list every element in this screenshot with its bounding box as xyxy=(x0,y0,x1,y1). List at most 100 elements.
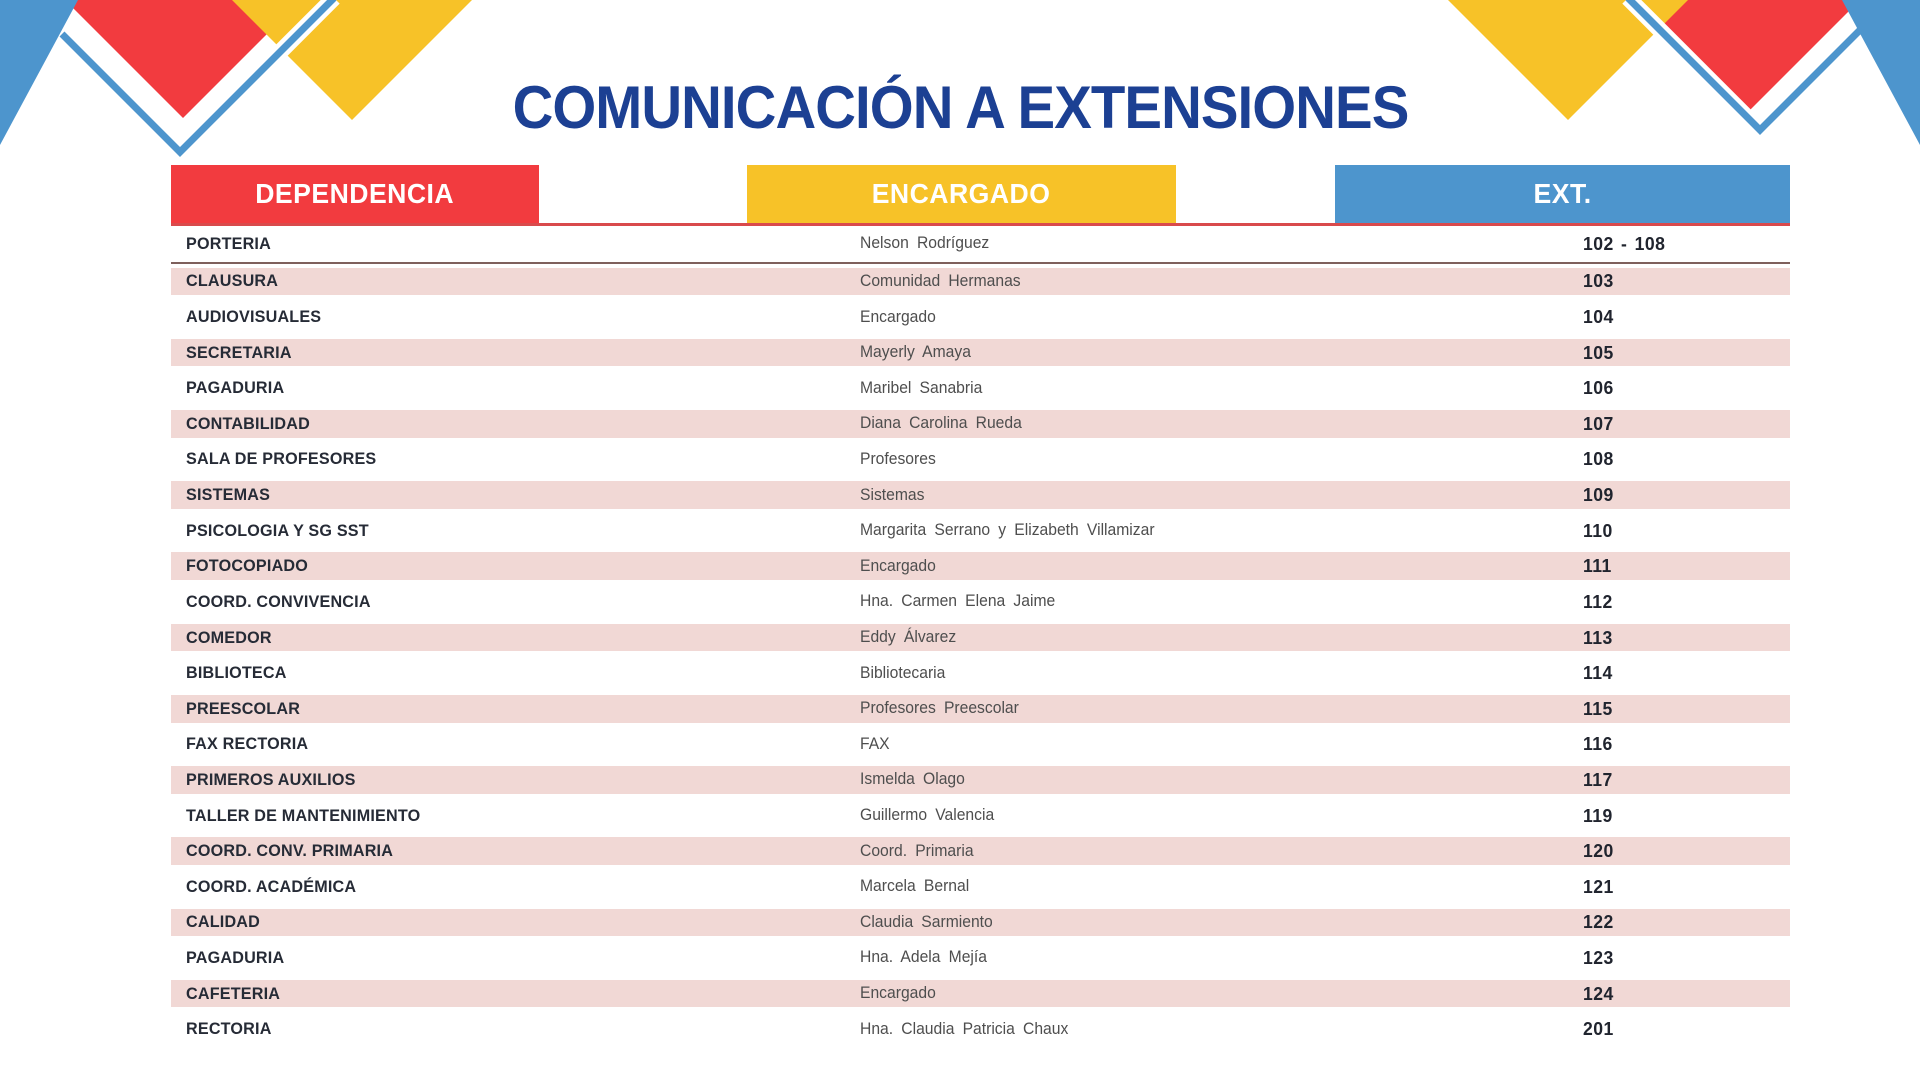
table-row: AUDIOVISUALES Encargado 104 xyxy=(171,299,1790,335)
dependencia-cell: RECTORIA xyxy=(186,1019,272,1039)
column-header-encargado-label: ENCARGADO xyxy=(872,178,1051,209)
encargado-cell: Diana Carolina Rueda xyxy=(860,414,1022,433)
table-row: COORD. CONVIVENCIA Hna. Carmen Elena Jaim… xyxy=(171,584,1790,620)
encargado-cell: Encargado xyxy=(860,307,936,326)
column-header-ext: EXT. xyxy=(1335,165,1790,223)
column-header-dependencia: DEPENDENCIA xyxy=(171,165,539,223)
dependencia-cell: SISTEMAS xyxy=(186,485,271,505)
extension-cell: 107 xyxy=(1583,412,1614,434)
encargado-cell: Encargado xyxy=(860,984,936,1003)
encargado-cell: Guillermo Valencia xyxy=(860,806,995,825)
encargado-cell: Comunidad Hermanas xyxy=(860,271,1021,290)
encargado-cell: Mayerly Amaya xyxy=(860,343,971,362)
extension-cell: 111 xyxy=(1583,555,1612,577)
extension-cell: 122 xyxy=(1583,911,1614,933)
encargado-cell: Marcela Bernal xyxy=(860,877,970,896)
extension-cell: 116 xyxy=(1583,733,1613,755)
dependencia-cell: BIBLIOTECA xyxy=(186,663,287,683)
dependencia-cell: PAGADURIA xyxy=(186,378,285,398)
column-header-dependencia-label: DEPENDENCIA xyxy=(255,178,455,209)
dependencia-cell: SECRETARIA xyxy=(186,342,292,362)
dependencia-cell: PSICOLOGIA Y SG SST xyxy=(186,520,369,540)
table-row: PAGADURIA Hna. Adela Mejía 123 xyxy=(171,940,1790,976)
dependencia-cell: PREESCOLAR xyxy=(186,698,301,718)
table-row: PORTERIA Nelson Rodríguez 102 - 108 xyxy=(171,226,1790,264)
extension-cell: 123 xyxy=(1583,946,1614,968)
extension-cell: 114 xyxy=(1583,662,1613,684)
dependencia-cell: SALA DE PROFESORES xyxy=(186,449,377,469)
extension-cell: 112 xyxy=(1583,590,1613,612)
dependencia-cell: COORD. ACADÉMICA xyxy=(186,876,357,896)
table-row: CONTABILIDAD Diana Carolina Rueda 107 xyxy=(171,406,1790,442)
table-row: TALLER DE MANTENIMIENTO Guillermo Valenci… xyxy=(171,798,1790,834)
dependencia-cell: PAGADURIA xyxy=(186,947,285,967)
dependencia-cell: FAX RECTORIA xyxy=(186,734,309,754)
dependencia-cell: PORTERIA xyxy=(186,233,271,253)
column-header-encargado: ENCARGADO xyxy=(747,165,1176,223)
dependencia-cell: COORD. CONVIVENCIA xyxy=(186,591,371,611)
dependencia-cell: CLAUSURA xyxy=(186,271,279,291)
table-row: COMEDOR Eddy Álvarez 113 xyxy=(171,620,1790,656)
table-row: PRIMEROS AUXILIOS Ismelda Olago 117 xyxy=(171,762,1790,798)
table-row: FOTOCOPIADO Encargado 111 xyxy=(171,548,1790,584)
page-title: COMUNICACIÓN A EXTENSIONES xyxy=(512,74,1409,141)
extension-cell: 119 xyxy=(1583,804,1613,826)
dependencia-cell: COMEDOR xyxy=(186,627,272,647)
table-row: CLAUSURA Comunidad Hermanas 103 xyxy=(171,264,1790,300)
extension-cell: 108 xyxy=(1583,448,1614,470)
dependencia-cell: CAFETERIA xyxy=(186,983,281,1003)
extension-cell: 106 xyxy=(1583,377,1614,399)
table-row: CAFETERIA Encargado 124 xyxy=(171,976,1790,1012)
table-row: PREESCOLAR Profesores Preescolar 115 xyxy=(171,691,1790,727)
table-row: PAGADURIA Maribel Sanabria 106 xyxy=(171,370,1790,406)
dependencia-cell: PRIMEROS AUXILIOS xyxy=(186,769,356,789)
dependencia-cell: CALIDAD xyxy=(186,912,261,932)
table-row: SALA DE PROFESORES Profesores 108 xyxy=(171,442,1790,478)
extension-cell: 120 xyxy=(1583,840,1614,862)
extension-cell: 103 xyxy=(1583,270,1614,292)
extension-cell: 201 xyxy=(1583,1018,1614,1040)
encargado-cell: FAX xyxy=(860,734,890,753)
encargado-cell: Eddy Álvarez xyxy=(860,628,957,646)
table-row: COORD. CONV. PRIMARIA Coord. Primaria 120 xyxy=(171,833,1790,869)
encargado-cell: Margarita Serrano y Elizabeth Villamizar xyxy=(860,521,1155,540)
column-header-ext-label: EXT. xyxy=(1533,178,1592,209)
encargado-cell: Hna. Adela Mejía xyxy=(860,948,987,967)
extension-cell: 105 xyxy=(1583,341,1614,363)
dependencia-cell: COORD. CONV. PRIMARIA xyxy=(186,841,394,861)
encargado-cell: Hna. Carmen Elena Jaime xyxy=(860,592,1056,611)
table-row: SISTEMAS Sistemas 109 xyxy=(171,477,1790,513)
encargado-cell: Nelson Rodríguez xyxy=(860,234,990,253)
extension-cell: 110 xyxy=(1583,519,1613,541)
extension-cell: 121 xyxy=(1583,875,1614,897)
extension-cell: 102 - 108 xyxy=(1583,232,1666,254)
extension-cell: 115 xyxy=(1583,697,1613,719)
dependencia-cell: FOTOCOPIADO xyxy=(186,556,309,576)
encargado-cell: Profesores Preescolar xyxy=(860,699,1019,718)
dependencia-cell: CONTABILIDAD xyxy=(186,413,310,433)
encargado-cell: Ismelda Olago xyxy=(860,770,965,789)
table-row: BIBLIOTECA Bibliotecaria 114 xyxy=(171,655,1790,691)
table-row: PSICOLOGIA Y SG SST Margarita Serrano y E… xyxy=(171,513,1790,549)
table-row: COORD. ACADÉMICA Marcela Bernal 121 xyxy=(171,869,1790,905)
dependencia-cell: AUDIOVISUALES xyxy=(186,307,322,327)
extensions-table: PORTERIA Nelson Rodríguez 102 - 108 CLAUSUR… xyxy=(171,226,1790,1047)
dependencia-cell: TALLER DE MANTENIMIENTO xyxy=(186,805,421,825)
encargado-cell: Maribel Sanabria xyxy=(860,378,983,397)
table-row: FAX RECTORIA FAX 116 xyxy=(171,727,1790,763)
encargado-cell: Profesores xyxy=(860,449,936,468)
extension-cell: 113 xyxy=(1583,626,1613,648)
extension-cell: 117 xyxy=(1583,768,1613,790)
encargado-cell: Hna. Claudia Patricia Chaux xyxy=(860,1019,1069,1038)
extension-cell: 109 xyxy=(1583,484,1614,506)
encargado-cell: Sistemas xyxy=(860,485,925,504)
extension-cell: 104 xyxy=(1583,306,1614,328)
extension-cell: 124 xyxy=(1583,982,1614,1004)
header-underline xyxy=(171,223,1790,226)
encargado-cell: Coord. Primaria xyxy=(860,841,974,860)
table-row: SECRETARIA Mayerly Amaya 105 xyxy=(171,335,1790,371)
encargado-cell: Claudia Sarmiento xyxy=(860,912,993,931)
table-row: CALIDAD Claudia Sarmiento 122 xyxy=(171,905,1790,941)
encargado-cell: Encargado xyxy=(860,556,936,575)
